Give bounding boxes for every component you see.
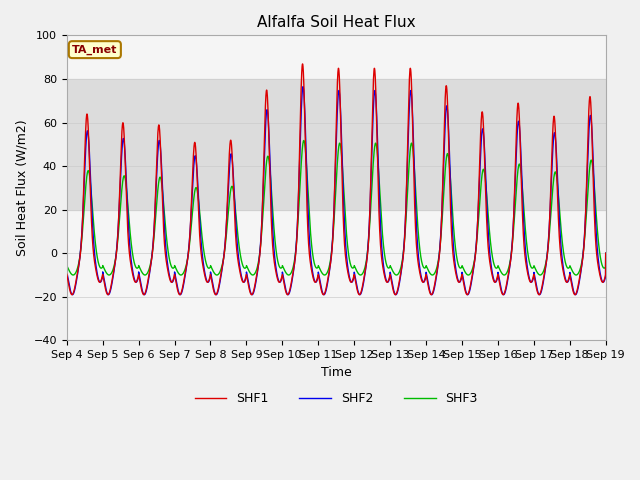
SHF2 [602, 276, 609, 281]
SHF2 [160, 209, 168, 215]
SHF1 [299, 61, 307, 67]
SHF3 [457, 265, 465, 271]
Line: SHF2: SHF2 [67, 87, 605, 295]
Y-axis label: Soil Heat Flux (W/m2): Soil Heat Flux (W/m2) [15, 120, 28, 256]
SHF2 [602, 251, 609, 256]
SHF3 [602, 251, 609, 256]
X-axis label: Time: Time [321, 366, 351, 379]
SHF1 [602, 274, 609, 279]
SHF3 [177, 272, 185, 278]
SHF3 [428, 272, 435, 277]
Legend: SHF1, SHF2, SHF3: SHF1, SHF2, SHF3 [189, 387, 483, 410]
SHF3 [300, 138, 308, 144]
SHF3 [160, 201, 168, 206]
Line: SHF1: SHF1 [67, 64, 605, 295]
SHF3 [602, 264, 609, 270]
SHF1 [428, 292, 435, 298]
Bar [67, 79, 605, 210]
Text: TA_met: TA_met [72, 45, 118, 55]
SHF1 [160, 229, 168, 235]
SHF1 [68, 292, 76, 298]
SHF2 [63, 269, 70, 275]
SHF1 [457, 275, 465, 281]
SHF3 [316, 267, 324, 273]
SHF2 [464, 292, 472, 298]
SHF3 [63, 263, 70, 268]
SHF3 [488, 249, 495, 255]
SHF2 [316, 279, 324, 285]
SHF1 [63, 271, 70, 277]
SHF1 [602, 251, 609, 256]
SHF2 [299, 84, 307, 90]
SHF2 [428, 291, 435, 297]
SHF2 [457, 277, 465, 283]
Line: SHF3: SHF3 [67, 141, 605, 275]
Title: Alfalfa Soil Heat Flux: Alfalfa Soil Heat Flux [257, 15, 415, 30]
SHF1 [316, 282, 324, 288]
SHF2 [488, 266, 495, 272]
SHF1 [488, 270, 495, 276]
